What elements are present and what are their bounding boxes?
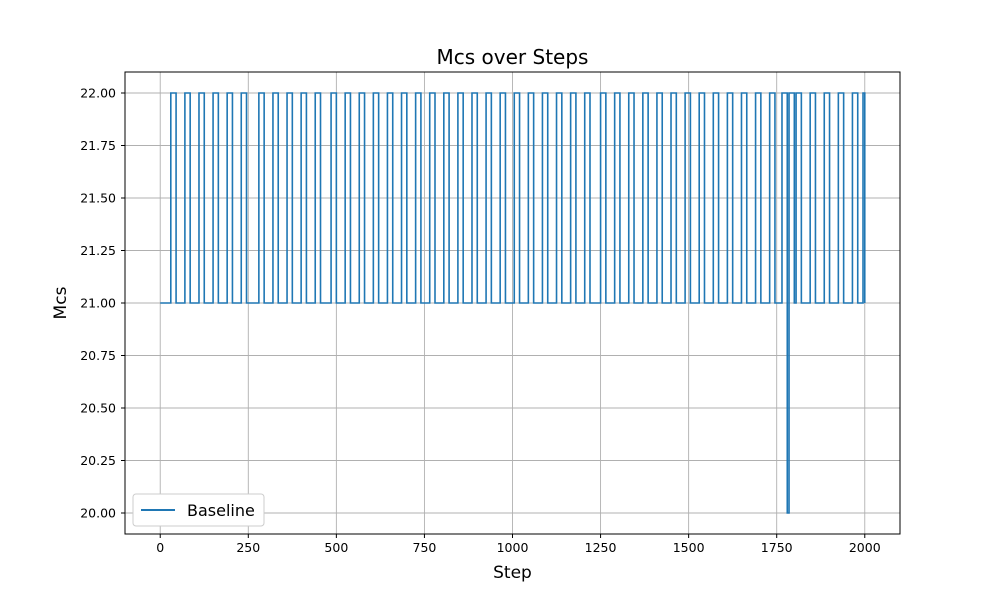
x-tick-label: 1750 <box>761 540 793 555</box>
legend: Baseline <box>132 493 265 527</box>
legend-label-baseline: Baseline <box>187 501 255 520</box>
x-tick-label: 1500 <box>673 540 705 555</box>
y-tick-label: 20.25 <box>80 453 116 468</box>
tick-layer: 0 250 500 750 1000 1250 1500 1750 2000 20.00 20.25… <box>80 86 881 556</box>
y-tick-label: 20.00 <box>80 506 116 521</box>
y-tick-label: 20.50 <box>80 401 116 416</box>
x-tick-label: 0 <box>156 540 164 555</box>
x-tick-label: 750 <box>413 540 437 555</box>
x-tick-label: 250 <box>236 540 260 555</box>
y-tick-label: 21.00 <box>80 296 116 311</box>
y-axis-label: Mcs <box>51 286 71 319</box>
series-layer <box>160 92 866 514</box>
series-line-baseline <box>160 92 866 514</box>
y-tick-label: 22.00 <box>80 86 116 101</box>
y-tick-label: 21.50 <box>80 191 116 206</box>
y-tick-label: 20.75 <box>80 348 116 363</box>
x-tick-label: 2000 <box>849 540 881 555</box>
y-tick-label: 21.75 <box>80 138 116 153</box>
y-tick-label: 21.25 <box>80 243 116 258</box>
legend-box <box>132 493 265 527</box>
chart-title: Mcs over Steps <box>437 45 589 69</box>
x-tick-label: 500 <box>324 540 348 555</box>
x-axis-label: Step <box>493 563 532 583</box>
x-tick-label: 1000 <box>497 540 529 555</box>
x-tick-label: 1250 <box>585 540 617 555</box>
